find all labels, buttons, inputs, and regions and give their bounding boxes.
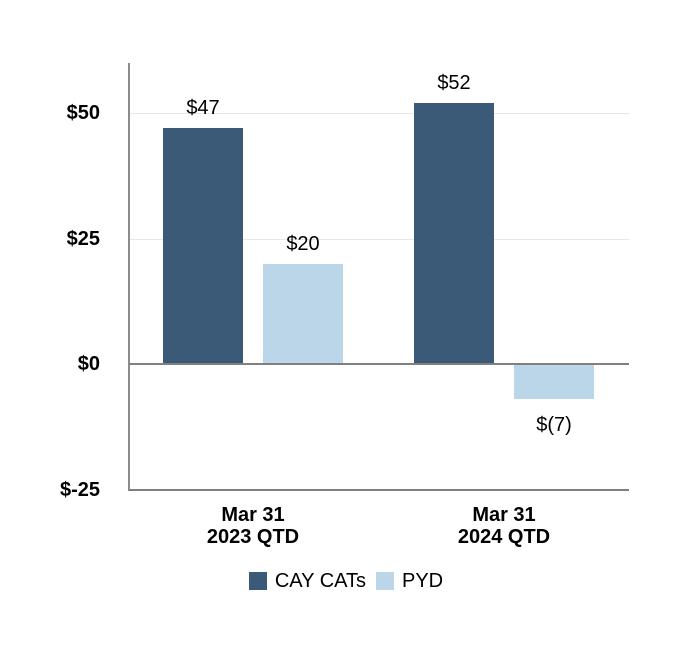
- bar-value-label: $47: [186, 97, 220, 119]
- y-tick-label-0: $0: [77, 353, 100, 375]
- legend: CAY CATs PYD: [0, 571, 692, 591]
- bar-value-label: $52: [437, 72, 471, 94]
- x-axis-label-line: Mar 31: [472, 504, 536, 526]
- x-axis-label-line: Mar 31: [221, 504, 285, 526]
- bar-cay-cats-2024-qtd: [414, 103, 494, 364]
- bar-cay-cats-2023-qtd: [163, 128, 243, 364]
- x-axis-line: [128, 489, 629, 491]
- bar-pyd-2024-qtd: [514, 364, 594, 399]
- x-axis-label-2024-qtd: Mar 31 2024 QTD: [404, 504, 604, 548]
- zero-line: [128, 363, 629, 365]
- y-tick-label-50: $50: [66, 102, 100, 124]
- y-tick-label-neg25: $-25: [59, 479, 100, 501]
- bar-value-label: $(7): [536, 414, 572, 436]
- y-tick-label-25: $25: [66, 228, 100, 250]
- legend-label-pyd: PYD: [402, 570, 444, 592]
- x-axis-label-2023-qtd: Mar 31 2023 QTD: [153, 504, 353, 548]
- legend-swatch-cay-cats: [248, 572, 267, 590]
- legend-label-cay-cats: CAY CATs: [274, 570, 366, 592]
- bar-value-label: $20: [286, 233, 320, 255]
- legend-item-pyd: PYD: [376, 571, 443, 591]
- bar-pyd-2023-qtd: [263, 264, 343, 364]
- y-axis-line: [128, 63, 130, 490]
- gridline: [130, 239, 629, 240]
- legend-item-cay-cats: CAY CATs: [248, 570, 366, 592]
- x-axis-label-line: 2023 QTD: [206, 526, 300, 548]
- x-axis-label-line: 2024 QTD: [457, 526, 551, 548]
- legend-swatch-pyd: [376, 572, 394, 590]
- gridline: [130, 113, 629, 114]
